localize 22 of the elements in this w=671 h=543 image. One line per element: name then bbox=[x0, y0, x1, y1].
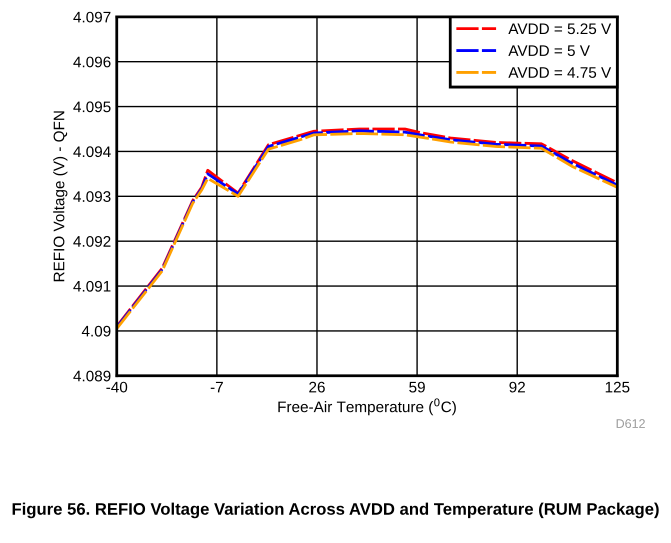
x-tick-label: -7 bbox=[210, 382, 223, 392]
legend-label: AVDD = 5.25 V bbox=[508, 23, 612, 34]
legend-label: AVDD = 5 V bbox=[508, 45, 590, 56]
x-tick-label: 26 bbox=[309, 382, 325, 393]
y-tick-label: 4.092 bbox=[73, 236, 110, 247]
text: Figure 56. REFIO Voltage Variation Across AVDD and Temperature (RUM Package) bbox=[12, 502, 659, 518]
y-tick-label: 4.094 bbox=[73, 146, 111, 158]
y-tick-label: 4.089 bbox=[73, 370, 110, 382]
y-tick-label: 4.093 bbox=[73, 191, 111, 202]
y-tick-label: 4.09 bbox=[82, 326, 110, 337]
x-tick-label: 92 bbox=[509, 382, 525, 393]
y-tick-label: 4.096 bbox=[73, 56, 111, 68]
x-tick-label: -40 bbox=[106, 382, 128, 393]
x-tick-label: 125 bbox=[606, 382, 630, 393]
legend-label: AVDD = 4.75 V bbox=[508, 67, 612, 78]
x-axis-title: Free-Air Temperature ($^{0}$C) bbox=[278, 398, 456, 416]
text: D612 bbox=[616, 419, 645, 428]
x-tick-label: 59 bbox=[409, 382, 425, 393]
y-tick-label: 4.095 bbox=[73, 101, 111, 112]
y-tick-label: 4.097 bbox=[73, 12, 110, 23]
y-tick-label: 4.091 bbox=[73, 280, 110, 292]
y-axis-title: REFIO Voltage (V) - QFN bbox=[53, 111, 68, 282]
